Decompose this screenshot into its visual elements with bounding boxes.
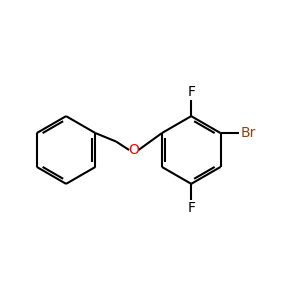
Text: Br: Br bbox=[241, 126, 256, 140]
Text: F: F bbox=[187, 201, 195, 215]
Text: F: F bbox=[187, 85, 195, 99]
Text: O: O bbox=[128, 143, 139, 157]
